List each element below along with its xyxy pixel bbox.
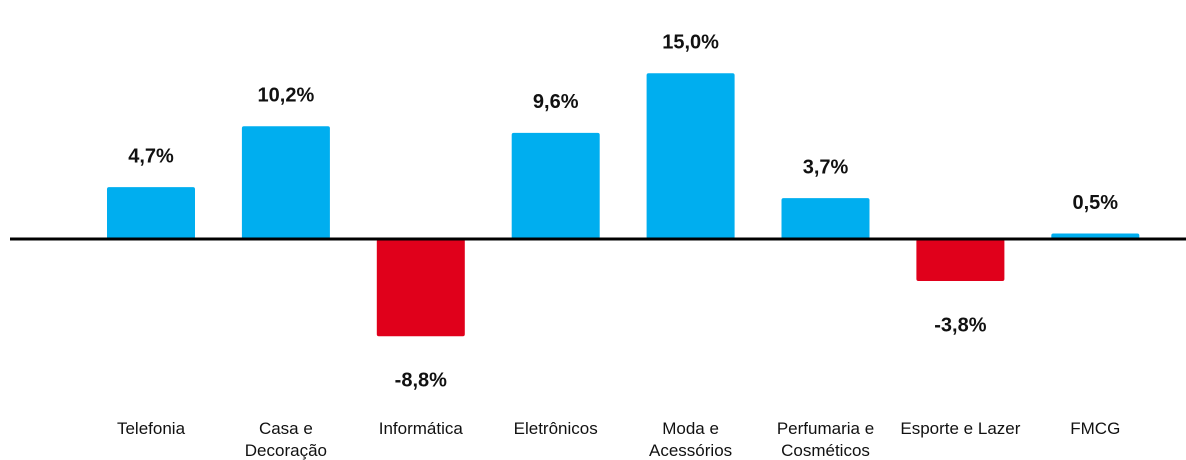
- category-label: Casa e Decoração: [244, 419, 327, 460]
- value-label: 0,5%: [1073, 192, 1119, 214]
- bar: [916, 239, 1005, 281]
- category-label: Eletrônicos: [513, 419, 598, 438]
- category-label: Esporte e Lazer: [900, 419, 1021, 438]
- category-label: FMCG: [1070, 419, 1121, 438]
- value-label: 4,7%: [128, 145, 174, 167]
- value-label: 9,6%: [533, 91, 579, 113]
- bar: [241, 126, 330, 239]
- bar: [511, 132, 600, 239]
- value-label: -3,8%: [934, 314, 986, 336]
- category-label: Informática: [378, 419, 463, 438]
- category-label: Moda e Acessórios: [649, 419, 733, 460]
- value-label: 3,7%: [803, 156, 849, 178]
- category-label: Perfumaria e Cosméticos: [776, 419, 875, 460]
- value-label: 10,2%: [258, 85, 315, 107]
- value-label: 15,0%: [662, 32, 719, 54]
- value-label: -8,8%: [395, 370, 447, 392]
- bar: [781, 198, 870, 239]
- bar: [646, 73, 735, 239]
- bar: [376, 239, 465, 337]
- category-label: Telefonia: [116, 419, 186, 438]
- bar: [107, 187, 195, 239]
